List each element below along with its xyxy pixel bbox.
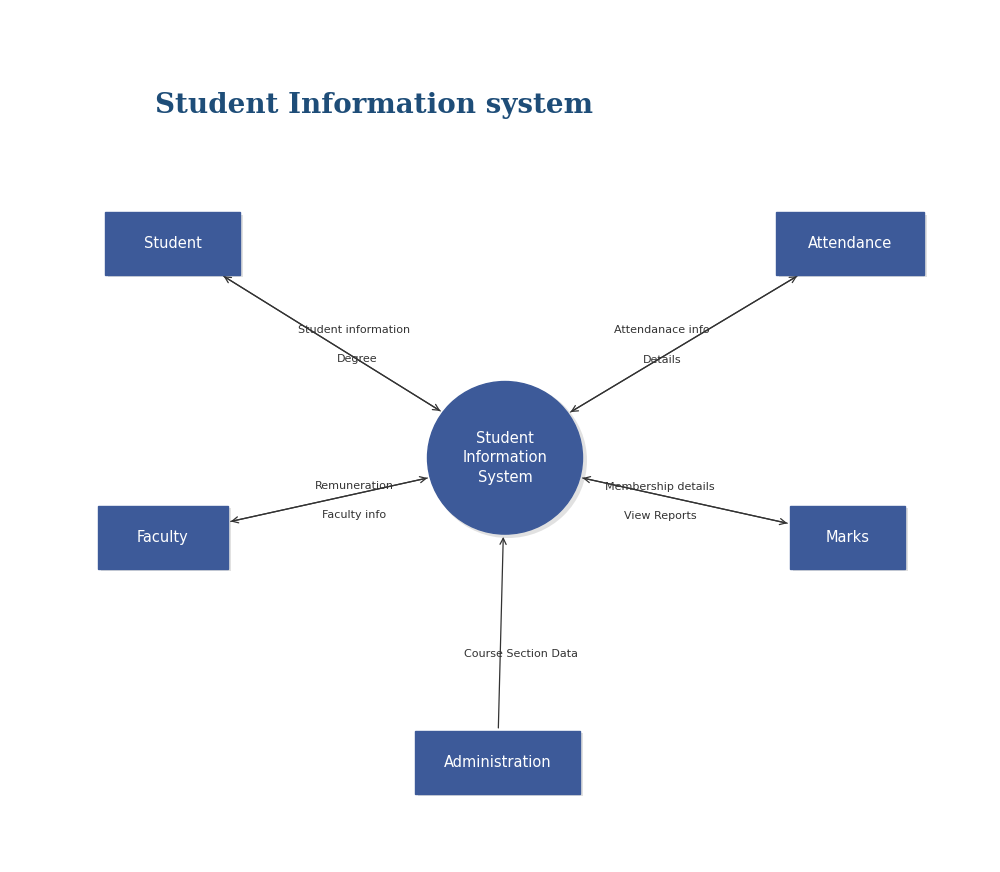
Text: Course Section Data: Course Section Data: [464, 650, 578, 659]
Text: Attendance: Attendance: [808, 235, 892, 251]
FancyBboxPatch shape: [793, 508, 908, 571]
Text: Attendanace info: Attendanace info: [614, 325, 710, 335]
FancyBboxPatch shape: [415, 731, 580, 794]
FancyBboxPatch shape: [105, 212, 240, 275]
Ellipse shape: [429, 383, 587, 538]
Text: Student
Information
System: Student Information System: [463, 431, 547, 485]
FancyBboxPatch shape: [108, 215, 243, 277]
Text: Student: Student: [144, 235, 201, 251]
Ellipse shape: [428, 382, 582, 534]
Text: Marks: Marks: [826, 529, 870, 545]
Text: Faculty info: Faculty info: [322, 510, 386, 521]
FancyBboxPatch shape: [98, 506, 228, 569]
FancyBboxPatch shape: [418, 733, 583, 796]
FancyBboxPatch shape: [779, 215, 927, 277]
Text: Student Information system: Student Information system: [155, 92, 593, 119]
Text: Remuneration: Remuneration: [315, 480, 394, 491]
Text: Faculty: Faculty: [137, 529, 189, 545]
FancyBboxPatch shape: [101, 508, 231, 571]
FancyBboxPatch shape: [776, 212, 924, 275]
Text: Administration: Administration: [444, 754, 551, 770]
FancyBboxPatch shape: [790, 506, 905, 569]
Text: Degree: Degree: [337, 354, 377, 364]
Text: Student information: Student information: [298, 324, 410, 335]
Text: View Reports: View Reports: [624, 511, 696, 521]
Text: Membership details: Membership details: [605, 481, 715, 492]
Text: Details: Details: [642, 355, 681, 364]
